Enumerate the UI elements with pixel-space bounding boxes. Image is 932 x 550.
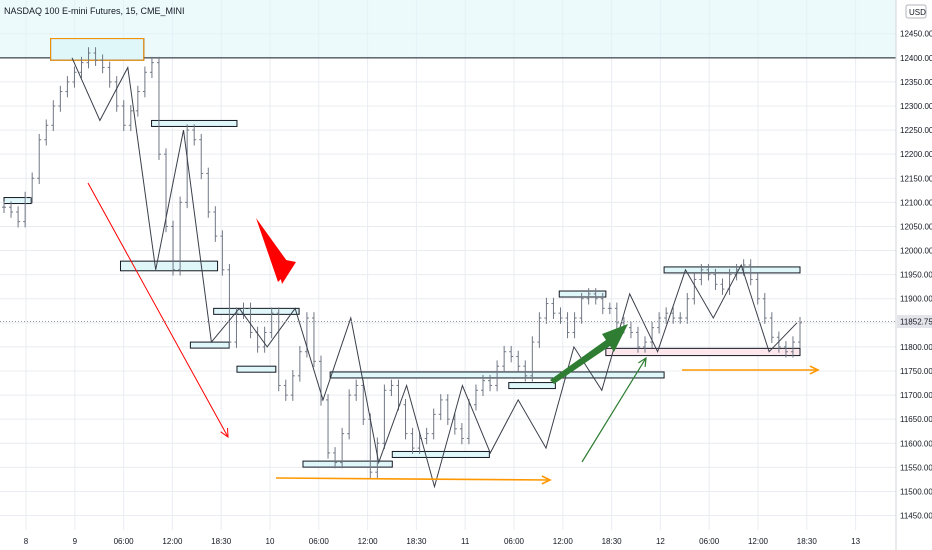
zone-box bbox=[508, 382, 556, 390]
y-tick-label: 12150.00 bbox=[900, 174, 932, 183]
zone-box bbox=[302, 460, 393, 468]
zone-box bbox=[605, 347, 801, 357]
y-tick-label: 11900.00 bbox=[900, 295, 932, 304]
zigzag-line bbox=[71, 57, 798, 489]
time-axis-labels: 8 9 06:00 12:00 18:30 10 06:00 12:00 18:30 11 06:0… bbox=[24, 537, 861, 546]
x-tick-label: 06:00 bbox=[504, 537, 525, 546]
x-tick-label: 06:00 bbox=[309, 537, 330, 546]
zone-box bbox=[50, 38, 145, 61]
red-arrow-bold-head bbox=[276, 258, 296, 284]
y-tick-label: 12050.00 bbox=[900, 222, 932, 231]
zone-box bbox=[663, 266, 801, 274]
chart-grid bbox=[0, 0, 896, 530]
annotation-arrows bbox=[0, 182, 896, 485]
x-tick-label: 12:00 bbox=[553, 537, 574, 546]
current-price-text: 11852.75 bbox=[900, 317, 932, 326]
x-tick-label: 12:00 bbox=[162, 537, 183, 546]
x-tick-label: 11 bbox=[461, 537, 470, 546]
x-tick-label: 12:00 bbox=[358, 537, 379, 546]
zone-box bbox=[213, 307, 300, 315]
red-arrow-down bbox=[87, 182, 229, 438]
x-tick-label: 8 bbox=[24, 537, 29, 546]
x-tick-label: 13 bbox=[851, 537, 860, 546]
x-tick-label: 06:00 bbox=[114, 537, 135, 546]
chart-title: NASDAQ 100 E-mini Futures, 15, CME_MINI bbox=[4, 6, 185, 16]
y-tick-label: 12100.00 bbox=[900, 198, 932, 207]
green-arrow-thin bbox=[581, 357, 647, 463]
zone-box bbox=[236, 365, 277, 373]
price-axis-panel[interactable] bbox=[896, 0, 932, 550]
x-tick-label: 18:30 bbox=[797, 537, 818, 546]
zone-box bbox=[119, 260, 219, 272]
y-tick-label: 11750.00 bbox=[900, 367, 932, 376]
orange-arrow-1-head bbox=[541, 475, 552, 485]
current-price-label: 11852.75 bbox=[897, 314, 932, 328]
zone-box bbox=[391, 450, 490, 458]
y-tick-label: 11550.00 bbox=[900, 463, 932, 472]
orange-arrow-2-head bbox=[809, 365, 820, 375]
zone-box bbox=[189, 341, 230, 349]
y-tick-label: 11450.00 bbox=[900, 512, 932, 521]
y-tick-label: 12400.00 bbox=[900, 54, 932, 63]
y-tick-label: 11950.00 bbox=[900, 271, 932, 280]
y-tick-label: 12300.00 bbox=[900, 102, 932, 111]
resistance-band bbox=[0, 0, 896, 58]
zone-box bbox=[3, 197, 32, 205]
y-tick-label: 11650.00 bbox=[900, 415, 932, 424]
x-tick-label: 18:30 bbox=[602, 537, 623, 546]
y-tick-label: 11600.00 bbox=[900, 439, 932, 448]
y-tick-label: 11800.00 bbox=[900, 343, 932, 352]
x-tick-label: 18:30 bbox=[211, 537, 232, 546]
zone-box bbox=[558, 290, 607, 298]
green-arrow-bold bbox=[550, 324, 628, 384]
price-axis-labels: 11450.00 11500.00 11550.00 11600.00 11650.00… bbox=[900, 30, 932, 521]
y-tick-label: 11500.00 bbox=[900, 487, 932, 496]
x-tick-label: 9 bbox=[73, 537, 78, 546]
x-tick-label: 12 bbox=[656, 537, 665, 546]
y-tick-label: 12450.00 bbox=[900, 30, 932, 39]
y-tick-label: 12350.00 bbox=[900, 78, 932, 87]
currency-label: USD bbox=[909, 8, 926, 17]
x-tick-label: 10 bbox=[266, 537, 275, 546]
y-tick-label: 12200.00 bbox=[900, 150, 932, 159]
x-tick-label: 12:00 bbox=[748, 537, 769, 546]
y-tick-label: 11700.00 bbox=[900, 391, 932, 400]
red-arrow-down-head bbox=[220, 427, 229, 439]
x-tick-label: 06:00 bbox=[699, 537, 720, 546]
price-series bbox=[2, 47, 802, 478]
y-tick-label: 12000.00 bbox=[900, 247, 932, 256]
currency-badge[interactable]: USD bbox=[905, 4, 927, 19]
green-arrow-thin-head bbox=[638, 356, 647, 368]
orange-arrow-1 bbox=[275, 477, 551, 481]
x-tick-label: 18:30 bbox=[406, 537, 427, 546]
y-tick-label: 12250.00 bbox=[900, 126, 932, 135]
